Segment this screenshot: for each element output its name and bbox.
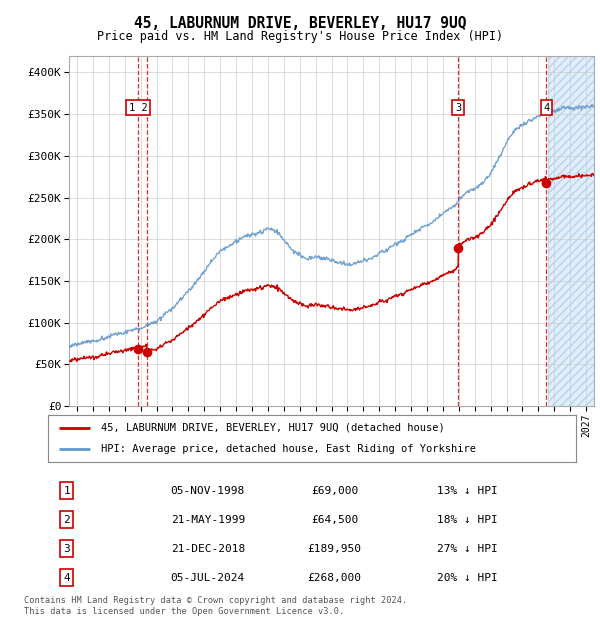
- Text: 45, LABURNUM DRIVE, BEVERLEY, HU17 9UQ (detached house): 45, LABURNUM DRIVE, BEVERLEY, HU17 9UQ (…: [101, 423, 445, 433]
- Text: 2: 2: [64, 515, 70, 525]
- Text: 4: 4: [544, 102, 550, 112]
- Text: Contains HM Land Registry data © Crown copyright and database right 2024.
This d: Contains HM Land Registry data © Crown c…: [24, 596, 407, 616]
- Text: 4: 4: [64, 573, 70, 583]
- Text: 13% ↓ HPI: 13% ↓ HPI: [437, 485, 497, 495]
- Text: 1 2: 1 2: [128, 102, 148, 112]
- Text: 3: 3: [64, 544, 70, 554]
- Text: 21-MAY-1999: 21-MAY-1999: [171, 515, 245, 525]
- Text: £69,000: £69,000: [311, 485, 358, 495]
- Text: 27% ↓ HPI: 27% ↓ HPI: [437, 544, 497, 554]
- Text: 21-DEC-2018: 21-DEC-2018: [171, 544, 245, 554]
- Text: £268,000: £268,000: [308, 573, 362, 583]
- Text: £189,950: £189,950: [308, 544, 362, 554]
- Text: 05-JUL-2024: 05-JUL-2024: [171, 573, 245, 583]
- Text: 05-NOV-1998: 05-NOV-1998: [171, 485, 245, 495]
- Text: Price paid vs. HM Land Registry's House Price Index (HPI): Price paid vs. HM Land Registry's House …: [97, 30, 503, 43]
- Text: 18% ↓ HPI: 18% ↓ HPI: [437, 515, 497, 525]
- Text: 45, LABURNUM DRIVE, BEVERLEY, HU17 9UQ: 45, LABURNUM DRIVE, BEVERLEY, HU17 9UQ: [134, 16, 466, 30]
- Text: 3: 3: [455, 102, 461, 112]
- Text: 20% ↓ HPI: 20% ↓ HPI: [437, 573, 497, 583]
- Text: 1: 1: [64, 485, 70, 495]
- Text: HPI: Average price, detached house, East Riding of Yorkshire: HPI: Average price, detached house, East…: [101, 445, 476, 454]
- Bar: [548, 56, 594, 406]
- Text: £64,500: £64,500: [311, 515, 358, 525]
- Bar: [548, 56, 594, 406]
